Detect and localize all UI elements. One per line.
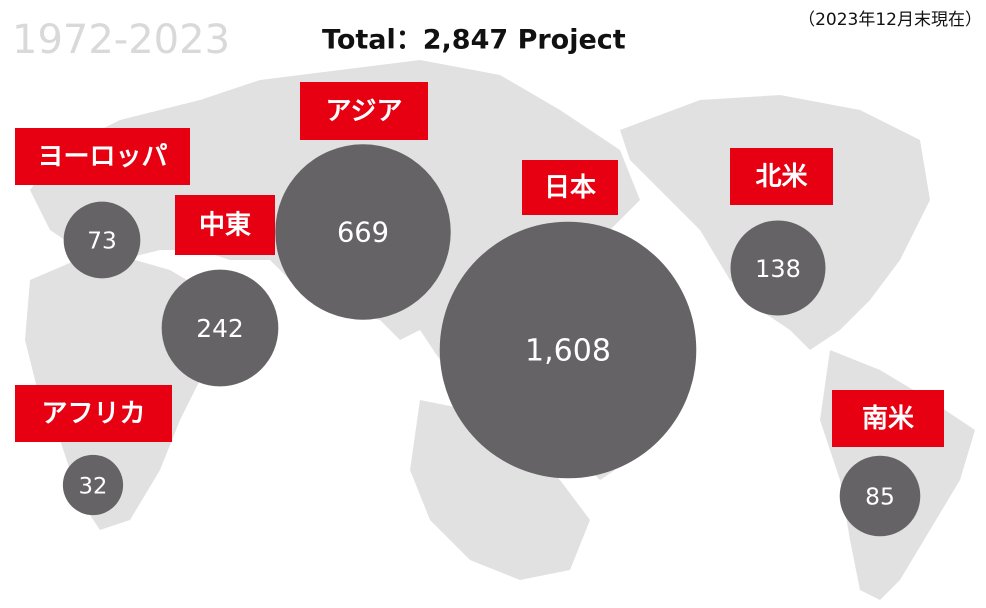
region-label-box (15, 128, 190, 185)
region-label-box (730, 148, 833, 205)
region-label-box (175, 195, 275, 255)
bubble (62, 454, 124, 516)
bubble (730, 220, 826, 316)
region-label: ヨーロッパ (37, 142, 167, 172)
bubble-label: 138 (755, 255, 801, 283)
bubble (161, 269, 279, 387)
region-label: 北米 (755, 162, 807, 192)
region-label-box (522, 160, 618, 215)
bubble-label: 85 (865, 483, 895, 511)
region-label-box (15, 385, 172, 442)
note: （2023年12月末現在） (798, 10, 982, 30)
period: 1972-2023 (12, 17, 230, 63)
region-label-box (832, 390, 944, 447)
region-label: 日本 (544, 173, 596, 203)
region-label: アフリカ (41, 399, 145, 429)
bubble-label: 1,608 (525, 334, 611, 369)
bubble (439, 221, 697, 479)
bubble (63, 201, 141, 279)
region-label: 南米 (862, 404, 914, 434)
bubble (839, 455, 921, 537)
bubble-label: 669 (337, 218, 389, 249)
bubble-label: 73 (87, 228, 117, 255)
chart-title: Total：2,847 Project (322, 25, 626, 56)
bubble (275, 144, 451, 320)
bubble-label: 32 (79, 474, 108, 500)
region-label-box (300, 82, 428, 140)
region-label: アジア (326, 97, 403, 127)
bubble-label: 242 (196, 314, 243, 343)
region-label: 中東 (199, 211, 251, 241)
